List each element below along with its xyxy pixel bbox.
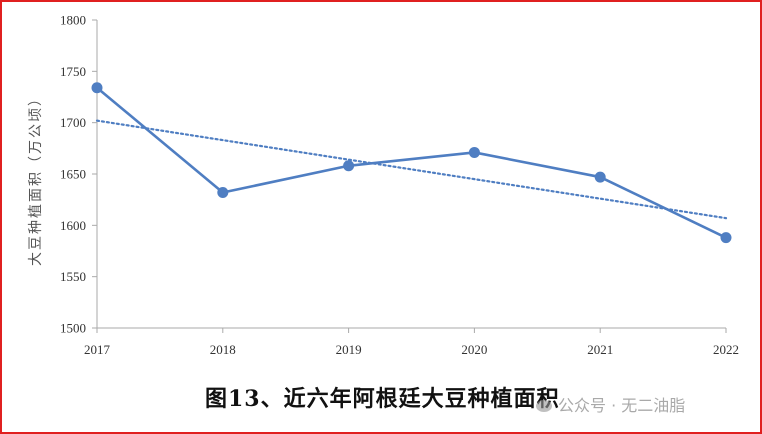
trendline xyxy=(95,119,728,220)
x-tick-labels: 2017 2018 2019 2020 2021 2022 xyxy=(84,342,739,357)
y-tick-label: 1550 xyxy=(60,269,86,284)
data-point xyxy=(217,186,229,198)
chart-axes xyxy=(92,19,727,333)
x-tick-label: 2021 xyxy=(587,342,613,357)
series-line xyxy=(96,86,727,239)
x-tick-label: 2018 xyxy=(210,342,236,357)
y-tick-labels: 1500 1550 1600 1650 1700 1750 1800 xyxy=(60,13,86,336)
x-tick-label: 2017 xyxy=(84,342,111,357)
watermark-text: 公众号 · 无二油脂 xyxy=(558,396,686,415)
data-point xyxy=(594,171,606,183)
y-tick-label: 1600 xyxy=(60,218,86,233)
y-axis-title: 大豆种植面积（万公顷） xyxy=(28,90,44,266)
x-tick-label: 2022 xyxy=(713,342,739,357)
series-lines xyxy=(96,86,727,239)
y-tick-label: 1500 xyxy=(60,321,86,336)
x-tick-label: 2019 xyxy=(336,342,362,357)
y-tick-label: 1650 xyxy=(60,167,86,182)
data-point xyxy=(720,232,732,244)
data-point xyxy=(91,82,103,94)
wechat-icon xyxy=(536,400,552,412)
y-tick-label: 1700 xyxy=(60,115,86,130)
y-tick-label: 1750 xyxy=(60,64,86,79)
data-point xyxy=(343,160,355,172)
chart-caption: 图13、近六年阿根廷大豆种植面积 xyxy=(205,386,560,412)
watermark: 公众号 · 无二油脂 xyxy=(536,392,685,416)
x-tick-label: 2020 xyxy=(461,342,487,357)
data-point xyxy=(468,146,480,158)
y-tick-label: 1800 xyxy=(60,13,86,28)
linear-trendline xyxy=(95,119,728,220)
data-points xyxy=(91,82,732,244)
